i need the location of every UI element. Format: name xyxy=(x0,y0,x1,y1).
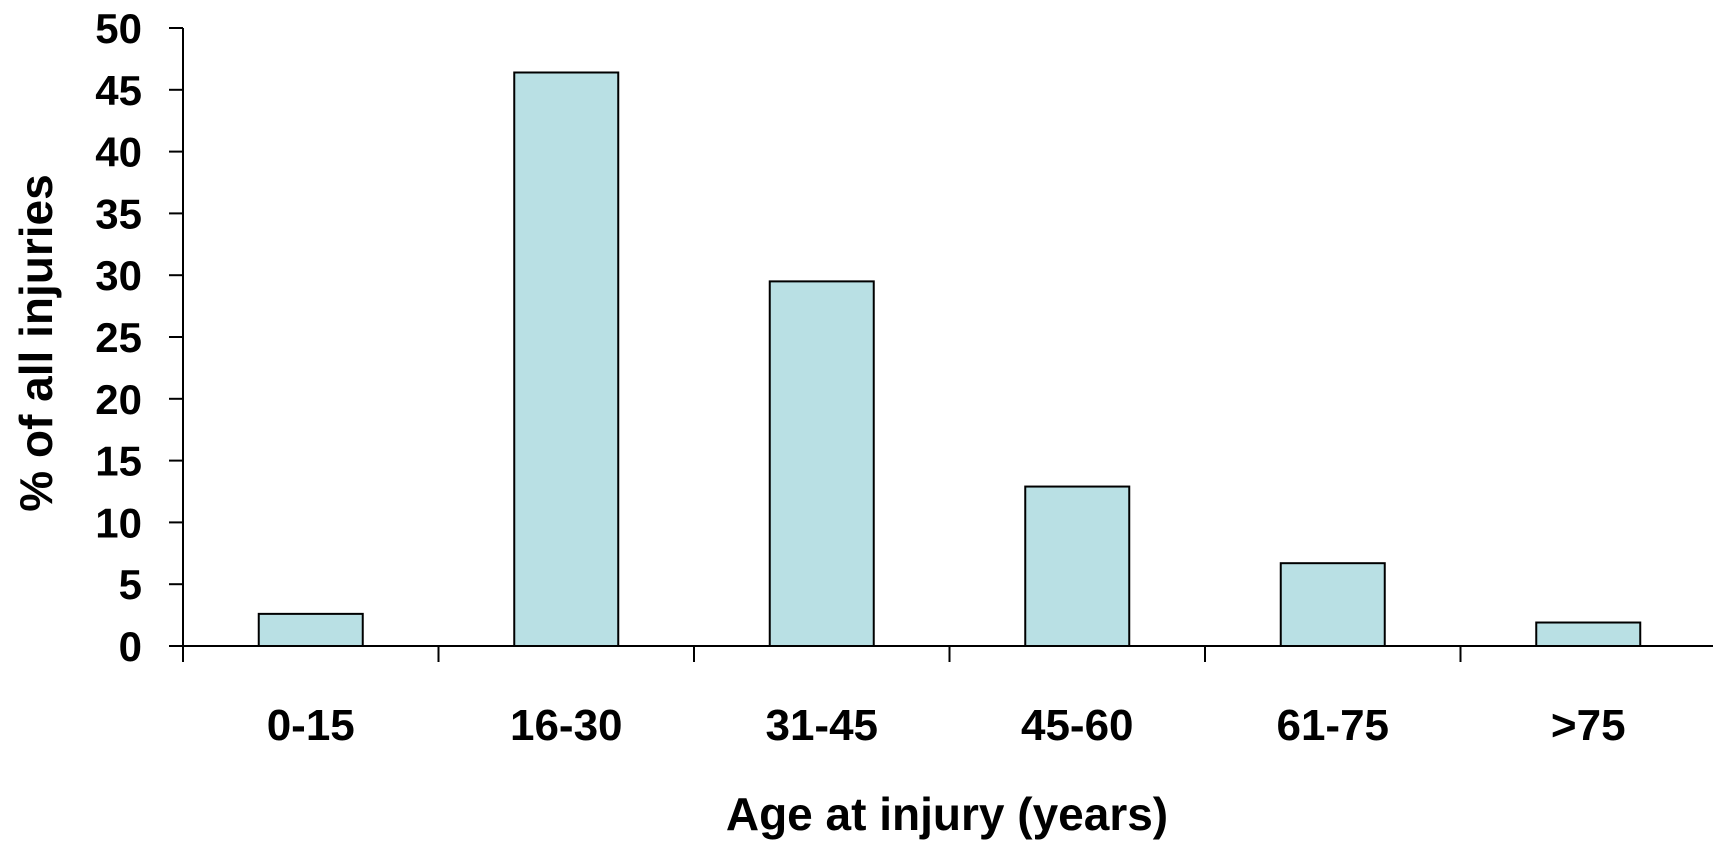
y-tick-label: 45 xyxy=(95,67,142,114)
y-axis: 0 5 10 15 20 25 30 35 40 45 50 xyxy=(95,5,184,670)
y-tick-label: 5 xyxy=(119,561,142,608)
y-tick-label: 20 xyxy=(95,376,142,423)
bar-1 xyxy=(257,612,364,648)
y-tick-label: 15 xyxy=(95,438,142,485)
y-tick-label: 35 xyxy=(95,190,142,237)
x-axis: 0-15 16-30 31-45 45-60 61-75 >75 xyxy=(169,645,1713,750)
x-tick-label: 0-15 xyxy=(267,701,355,750)
bar-2 xyxy=(513,71,620,648)
x-tick-label: 31-45 xyxy=(765,701,878,750)
y-tick-label: 0 xyxy=(119,623,142,670)
y-tick-label: 40 xyxy=(95,129,142,176)
x-tick-label: 16-30 xyxy=(510,701,623,750)
y-tick-label: 25 xyxy=(95,314,142,361)
x-tick-label: 61-75 xyxy=(1276,701,1389,750)
bars-group xyxy=(257,71,1642,648)
x-tick-label: >75 xyxy=(1551,701,1626,750)
y-tick-label: 30 xyxy=(95,252,142,299)
x-axis-title: Age at injury (years) xyxy=(726,788,1168,840)
y-tick-label: 10 xyxy=(95,499,142,546)
bar-5 xyxy=(1279,562,1386,647)
bar-6 xyxy=(1535,621,1642,647)
y-tick-label: 50 xyxy=(95,5,142,52)
bar-4 xyxy=(1024,485,1131,647)
y-axis-title: % of all injuries xyxy=(10,174,62,511)
x-tick-label: 45-60 xyxy=(1021,701,1134,750)
bar-3 xyxy=(768,280,875,647)
